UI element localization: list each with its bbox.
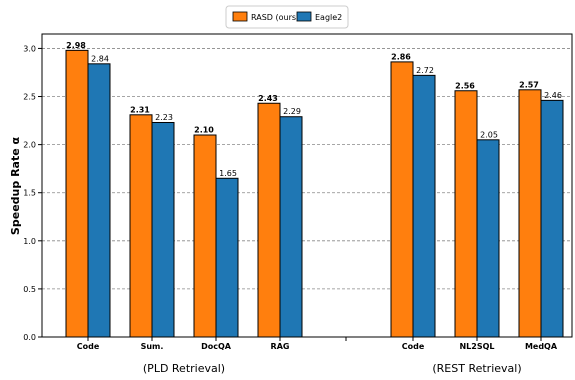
bar-rasd-ours-rag bbox=[257, 102, 281, 338]
y-axis-label: Speedup Rate α bbox=[9, 136, 22, 235]
x-tick-label: Code bbox=[402, 342, 425, 351]
data-label-eagle2: 1.65 bbox=[219, 169, 237, 178]
group-label: (PLD Retrieval) bbox=[143, 362, 225, 375]
data-label-eagle2: 2.23 bbox=[155, 113, 173, 122]
x-axis: Code Sum. DocQA RAG Code NL2SQL MedQA bbox=[77, 337, 558, 351]
x-tick-label: RAG bbox=[271, 342, 290, 351]
bar-rasd-ours-nl2sql bbox=[454, 90, 478, 338]
bar-eagle2-code bbox=[412, 74, 436, 338]
x-tick-label: NL2SQL bbox=[459, 342, 494, 351]
x-tick-label: Sum. bbox=[141, 342, 164, 351]
bar-eagle2-docqa bbox=[215, 177, 239, 338]
legend-swatch-rasd-ours bbox=[232, 11, 248, 22]
legend-box bbox=[225, 5, 349, 29]
data-label-rasd-ours: 2.10 bbox=[194, 126, 214, 135]
bar-eagle2-code bbox=[87, 63, 111, 338]
legend: RASD (ours) Eagle2 bbox=[225, 5, 349, 29]
data-label-eagle2: 2.05 bbox=[480, 130, 498, 139]
y-tick-label: 1.5 bbox=[23, 189, 36, 198]
data-label-eagle2: 2.84 bbox=[91, 54, 109, 63]
bar-rasd-ours-docqa bbox=[193, 134, 217, 338]
x-tick-label: MedQA bbox=[525, 342, 558, 351]
bar-eagle2-rag bbox=[279, 116, 303, 338]
group-labels: (PLD Retrieval) (REST Retrieval) bbox=[143, 362, 522, 375]
y-axis: 0.0 0.5 1.0 1.5 2.0 2.5 3.0 bbox=[23, 44, 42, 342]
bars bbox=[65, 49, 564, 338]
bar-rasd-ours-code bbox=[65, 49, 89, 338]
y-tick-label: 0.5 bbox=[23, 285, 36, 294]
y-tick-label: 2.5 bbox=[23, 93, 36, 102]
data-label-rasd-ours: 2.56 bbox=[455, 81, 475, 90]
x-tick-label: DocQA bbox=[201, 342, 232, 351]
bar-eagle2-medqa bbox=[540, 99, 564, 338]
y-tick-label: 1.0 bbox=[23, 237, 36, 246]
bar-rasd-ours-sum bbox=[129, 114, 153, 338]
group-label: (REST Retrieval) bbox=[432, 362, 521, 375]
y-tick-label: 3.0 bbox=[23, 44, 36, 53]
data-label-eagle2: 2.72 bbox=[416, 66, 434, 75]
data-label-eagle2: 2.46 bbox=[544, 91, 562, 100]
bar-eagle2-sum bbox=[151, 121, 175, 338]
data-label-eagle2: 2.29 bbox=[283, 107, 301, 116]
legend-swatch-eagle2 bbox=[296, 11, 312, 22]
y-tick-label: 2.0 bbox=[23, 141, 36, 150]
bar-rasd-ours-medqa bbox=[518, 89, 542, 338]
legend-label-rasd-ours: RASD (ours) bbox=[251, 13, 299, 22]
data-label-rasd-ours: 2.98 bbox=[66, 41, 86, 50]
y-tick-label: 0.0 bbox=[23, 333, 36, 342]
data-label-rasd-ours: 2.31 bbox=[130, 105, 150, 114]
bar-rasd-ours-code bbox=[390, 61, 414, 338]
data-label-rasd-ours: 2.43 bbox=[258, 94, 278, 103]
bar-eagle2-nl2sql bbox=[476, 139, 500, 338]
data-label-rasd-ours: 2.57 bbox=[519, 80, 539, 89]
data-label-rasd-ours: 2.86 bbox=[391, 52, 411, 61]
plot-frame bbox=[41, 33, 573, 338]
data-labels: 2.98 2.84 2.31 2.23 2.10 1.65 2.43 2.29 2.86 2.72… bbox=[66, 41, 562, 178]
x-tick-label: Code bbox=[77, 342, 100, 351]
legend-label-eagle2: Eagle2 bbox=[315, 13, 342, 22]
